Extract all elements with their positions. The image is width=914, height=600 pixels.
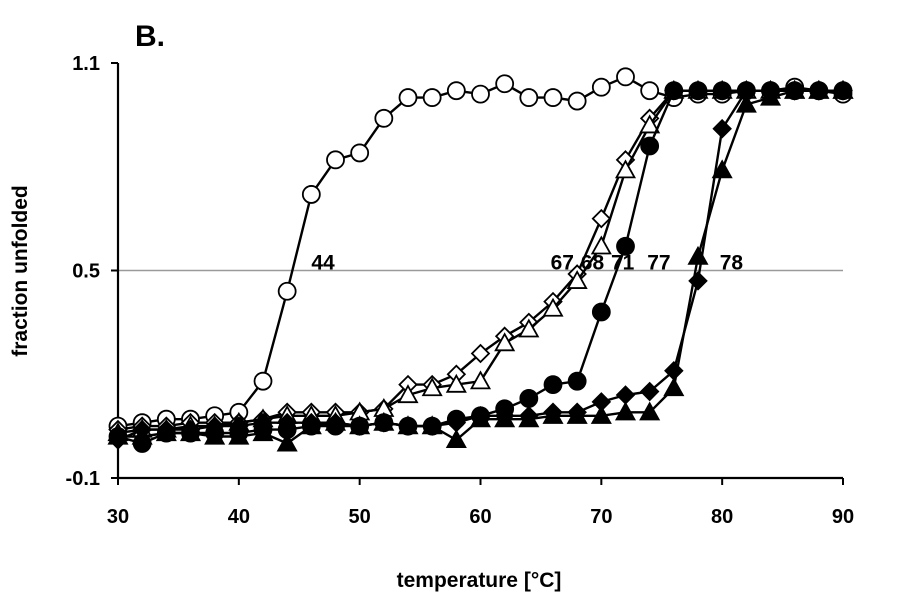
data-point-diamond-filled: [277, 412, 297, 433]
data-point-circle-open: [374, 108, 394, 128]
data-point-triangle-filled: [711, 159, 733, 179]
data-point-triangle-filled: [663, 377, 685, 397]
data-point-triangle-filled: [639, 401, 661, 421]
data-point-triangle-filled: [131, 425, 153, 445]
data-point-triangle-filled: [808, 79, 830, 99]
data-point-circle-open: [422, 88, 442, 107]
data-point-circle-open: [471, 84, 490, 104]
data-point-circle-filled: [664, 81, 684, 101]
x-tick-label: 50: [349, 506, 371, 528]
x-axis-label: temperature [°C]: [397, 569, 562, 592]
data-point-triangle-open: [494, 332, 516, 352]
data-point-diamond-filled: [639, 381, 660, 402]
x-tick-label: 60: [469, 506, 491, 528]
data-point-triangle-filled: [421, 415, 443, 435]
data-point-diamond-filled: [615, 385, 636, 405]
data-point-triangle-filled: [518, 408, 540, 428]
data-point-triangle-filled: [469, 408, 492, 428]
data-point-triangle-filled: [542, 404, 564, 424]
data-point-triangle-filled: [494, 408, 516, 428]
y-tick-label: 0.5: [72, 261, 100, 283]
data-point-triangle-filled: [687, 245, 709, 265]
data-point-triangle-filled: [759, 86, 782, 106]
data-point-triangle-open: [639, 114, 661, 134]
data-point-triangle-filled: [832, 79, 854, 99]
data-point-triangle-open: [590, 235, 612, 255]
data-point-triangle-filled: [614, 401, 637, 421]
y-tick-label: 1.1: [72, 53, 100, 75]
data-point-triangle-filled: [204, 425, 226, 445]
data-point-triangle-filled: [252, 422, 274, 442]
data-point-circle-filled: [712, 81, 732, 101]
data-point-circle-open: [253, 371, 273, 391]
data-point-triangle-open: [614, 159, 637, 179]
data-point-triangle-filled: [179, 422, 202, 442]
y-tick-label: -0.1: [66, 468, 100, 490]
data-point-triangle-open: [397, 384, 419, 404]
x-tick-label: 80: [711, 506, 733, 528]
data-point-circle-open: [591, 77, 611, 97]
data-point-triangle-filled: [300, 415, 322, 435]
annotation-label: 77: [647, 252, 670, 275]
data-point-triangle-open: [566, 270, 588, 289]
data-point-diamond-open: [470, 343, 491, 364]
data-point-circle-open: [567, 91, 587, 111]
data-point-circle-open: [446, 81, 466, 101]
data-point-circle-open: [495, 74, 515, 94]
panel-label: B.: [135, 20, 165, 53]
data-point-triangle-filled: [590, 404, 612, 424]
series-triangle-filled: [107, 79, 854, 452]
data-point-circle-filled: [688, 81, 708, 101]
data-point-triangle-filled: [107, 425, 129, 445]
data-point-circle-filled: [640, 136, 660, 156]
data-point-circle-open: [350, 143, 370, 163]
data-point-triangle-filled: [349, 415, 371, 435]
data-point-circle-filled: [616, 236, 635, 256]
annotations: 44 67 68 71 77 78: [311, 252, 743, 275]
data-point-triangle-filled: [276, 432, 298, 452]
data-point-triangle-open: [542, 297, 564, 317]
data-point-circle-open: [543, 88, 563, 107]
data-point-circle-filled: [591, 302, 611, 322]
x-tick-label: 30: [107, 506, 129, 528]
data-series: [107, 67, 854, 453]
data-point-circle-filled: [567, 371, 587, 391]
annotation-label: 71: [611, 252, 635, 275]
annotation-label: 78: [720, 252, 744, 275]
y-axis-label: fraction unfolded: [9, 185, 32, 357]
data-point-triangle-open: [421, 377, 443, 397]
annotation-label: 44: [311, 252, 335, 275]
data-point-circle-open: [301, 185, 321, 204]
data-point-triangle-filled: [397, 415, 419, 435]
data-point-triangle-filled: [735, 93, 757, 113]
x-tick-label: 70: [590, 506, 612, 528]
data-point-circle-open: [326, 150, 345, 170]
data-point-circle-open: [640, 81, 660, 101]
annotation-label: 68: [581, 252, 605, 275]
data-point-diamond-filled: [712, 118, 732, 139]
data-point-circle-filled: [519, 389, 539, 408]
data-point-triangle-open: [518, 318, 540, 338]
data-point-triangle-filled: [445, 429, 467, 449]
axes: 30 40 50 60 70 80 90 -0.1 0.5 1.1: [66, 53, 855, 528]
data-point-circle-open: [616, 67, 635, 87]
data-point-triangle-filled: [228, 425, 250, 445]
data-point-circle-open: [398, 88, 418, 107]
x-tick-label: 90: [832, 506, 854, 528]
data-point-triangle-open: [445, 373, 467, 393]
data-point-triangle-filled: [373, 411, 395, 431]
data-point-circle-filled: [543, 375, 563, 395]
data-point-triangle-filled: [324, 411, 347, 431]
data-point-triangle-filled: [784, 79, 806, 99]
annotation-label: 67: [551, 252, 574, 275]
series-diamond-filled: [108, 80, 853, 450]
data-point-triangle-filled: [155, 422, 177, 442]
data-point-triangle-open: [469, 370, 492, 390]
data-point-diamond-open: [591, 208, 612, 229]
data-point-circle-open: [519, 88, 539, 107]
data-point-triangle-filled: [566, 404, 588, 424]
x-tick-label: 40: [228, 506, 250, 528]
data-point-circle-open: [277, 281, 297, 301]
